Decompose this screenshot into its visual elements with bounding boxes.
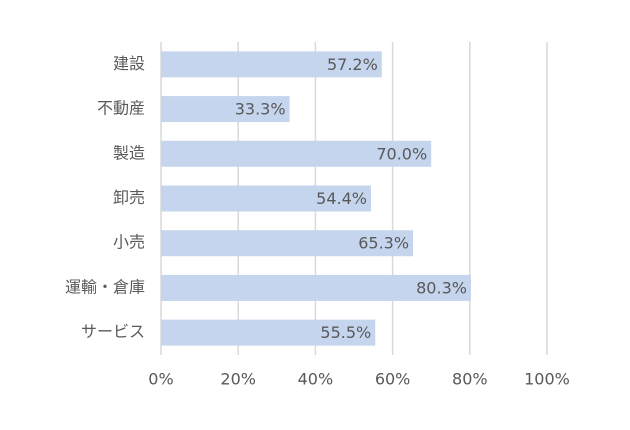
x-tick-label: 40% <box>298 370 334 389</box>
y-tick-label: 建設 <box>113 54 145 73</box>
x-tick-label: 80% <box>452 370 488 389</box>
bar <box>161 140 432 167</box>
bar <box>161 319 376 346</box>
data-label: 57.2% <box>327 55 378 74</box>
y-tick-label: 不動産 <box>97 99 145 118</box>
bar <box>161 96 290 123</box>
data-label: 54.4% <box>316 189 367 208</box>
x-tick-label: 100% <box>524 370 570 389</box>
y-tick-label: 運輸・倉庫 <box>65 277 145 296</box>
x-tick-label: 60% <box>375 370 411 389</box>
y-tick-label: 小売 <box>113 233 145 252</box>
data-label: 33.3% <box>235 100 286 119</box>
x-tick-label: 20% <box>220 370 256 389</box>
bar <box>161 230 414 257</box>
y-tick-label: 製造 <box>113 143 145 162</box>
bar <box>161 274 471 301</box>
y-tick-label: 卸売 <box>113 188 145 207</box>
bar <box>161 51 382 78</box>
data-label: 80.3% <box>416 278 467 297</box>
data-label: 55.5% <box>320 323 371 342</box>
data-label: 70.0% <box>376 144 427 163</box>
y-tick-label: サービス <box>81 322 145 341</box>
x-tick-label: 0% <box>148 370 173 389</box>
data-label: 65.3% <box>358 234 409 253</box>
bar <box>161 185 371 212</box>
